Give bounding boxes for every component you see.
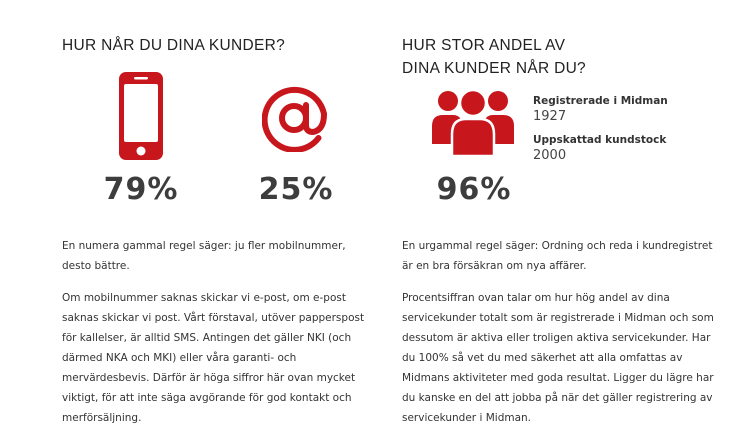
mobile-percentage: 79%: [103, 172, 179, 207]
text-line: En urgammal regel säger: Ordning och red…: [402, 240, 713, 252]
text-line: för kallelser, är alltid SMS. Antingen d…: [62, 332, 352, 344]
text-line: saknas skickar vi post. Vårt förstaval, …: [62, 312, 365, 324]
left-heading: HUR NÅR DU DINA KUNDER?: [62, 37, 286, 54]
customer-share-percentage: 96%: [436, 172, 512, 207]
text-line: desto bättre.: [62, 260, 130, 272]
estimated-value: 2000: [533, 148, 567, 163]
email-percentage: 25%: [258, 172, 334, 207]
text-line: servicekunder i Midman.: [402, 412, 532, 424]
text-line: är en bra försäkran om nya affärer.: [402, 260, 587, 272]
right-heading-line: HUR STOR ANDEL AV: [402, 37, 566, 54]
text-line: därmed NKA och MKI) eller våra garanti- …: [62, 352, 297, 364]
people-group-icon: [432, 88, 514, 160]
registered-value: 1927: [533, 109, 567, 124]
text-line: viktigt, för att inte säga avgörande för…: [62, 392, 352, 404]
estimated-label: Uppskattad kundstock: [533, 134, 667, 146]
text-line: Procentsiffran ovan talar om hur hög and…: [402, 292, 670, 304]
text-line: merförsäljning.: [62, 412, 142, 424]
text-line: servicekunder totalt som är registrerade…: [402, 312, 714, 324]
mobile-phone-icon: [119, 72, 163, 164]
text-line: mervärdesbevis. Därför är höga siffror h…: [62, 372, 356, 384]
right-paragraph-2: Procentsiffran ovan talar om hur hög and…: [402, 288, 742, 428]
right-heading: HUR STOR ANDEL AV DINA KUNDER NÅR DU?: [402, 34, 586, 80]
text-line: Midmans aktiviteter med goda resultat. L…: [402, 372, 714, 384]
text-line: du 100% så vet du med säkerhet att alla …: [402, 352, 683, 364]
at-sign-icon: [261, 84, 330, 156]
registered-label: Registrerade i Midman: [533, 95, 668, 107]
left-paragraph-2: Om mobilnummer saknas skickar vi e-post,…: [62, 288, 392, 428]
right-heading-line: DINA KUNDER NÅR DU?: [402, 60, 586, 77]
text-line: Om mobilnummer saknas skickar vi e-post,…: [62, 292, 346, 304]
right-paragraph-1: En urgammal regel säger: Ordning och red…: [402, 236, 742, 276]
text-line: En numera gammal regel säger: ju fler mo…: [62, 240, 346, 252]
left-paragraph-1: En numera gammal regel säger: ju fler mo…: [62, 236, 392, 276]
text-line: du kanske en del att jobba på när det gä…: [402, 392, 713, 404]
text-line: dessutom är aktiva eller troligen aktiva…: [402, 332, 711, 344]
